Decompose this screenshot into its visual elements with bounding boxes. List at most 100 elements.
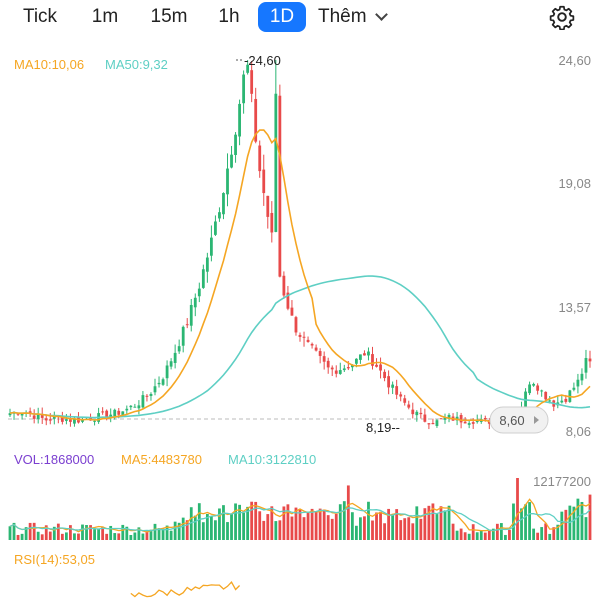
volume-bar — [584, 517, 588, 540]
volume-bar — [326, 515, 330, 540]
candle-body — [52, 415, 56, 419]
tab-1h[interactable]: 1h — [218, 6, 240, 27]
volume-bar — [330, 518, 334, 540]
volume-bar — [359, 517, 362, 540]
volume-bar — [109, 525, 113, 540]
volume-bar — [286, 504, 290, 540]
tab-15m[interactable]: 15m — [150, 6, 188, 27]
volume-bar — [73, 533, 76, 540]
candle-body — [310, 343, 314, 346]
tab-1m[interactable]: 1m — [91, 6, 119, 27]
volume-bar — [504, 534, 507, 540]
volume-bar — [350, 512, 354, 540]
candle-body — [463, 421, 467, 424]
volume-bar — [97, 528, 101, 540]
candle-body — [330, 367, 334, 370]
volume-bar — [173, 521, 177, 540]
volume-bar — [294, 507, 298, 540]
volume-bar — [52, 526, 56, 540]
volume-bar — [28, 522, 32, 540]
volume-bar — [270, 506, 274, 540]
candle-body — [193, 297, 197, 308]
volume-bar — [24, 527, 28, 540]
candle-body — [60, 416, 64, 422]
candle-body — [564, 398, 568, 402]
volume-bar — [226, 522, 229, 540]
candle-body — [334, 370, 338, 374]
candle-body — [153, 386, 157, 393]
volume-bar — [439, 506, 443, 540]
tab-1d[interactable]: 1D — [258, 2, 306, 32]
candle-body — [435, 420, 439, 426]
axis-tick-4: 8,06 — [566, 424, 591, 439]
volume-bar — [77, 533, 80, 540]
candle-body — [447, 414, 451, 419]
volume-bar — [342, 501, 346, 540]
volume-bar — [129, 535, 133, 540]
candle-body — [20, 413, 24, 416]
volume-bar — [371, 520, 374, 540]
candle-body — [399, 394, 403, 397]
volume-bar — [435, 514, 439, 540]
candle-body — [222, 193, 225, 215]
candle-body — [540, 390, 544, 392]
volume-bar — [177, 522, 181, 540]
volume-ma10-line — [9, 507, 591, 532]
volume-bar — [548, 533, 552, 540]
tab-tick[interactable]: Tick — [22, 6, 58, 27]
candle-body — [105, 410, 109, 418]
volume-bar — [588, 494, 592, 540]
volume-bar — [346, 485, 350, 540]
volume-bar — [254, 501, 258, 540]
candle-body — [16, 413, 20, 415]
candle-body — [69, 419, 72, 422]
volume-bar — [169, 530, 173, 540]
volume-bar — [40, 534, 44, 540]
axis-tick-1: 24,60 — [558, 53, 591, 68]
volume-bar — [246, 506, 250, 540]
volume-bar — [499, 523, 503, 540]
volume-bar — [185, 520, 189, 540]
candle-body — [214, 221, 217, 235]
candle-body — [286, 292, 290, 309]
volume-bar — [479, 530, 483, 540]
price-chart[interactable]: 24,60 19,08 13,57 8,06 -24,60 8,19-- 8,6… — [0, 40, 600, 600]
ma50-legend: MA50:9,32 — [105, 57, 168, 72]
volume-bar — [576, 498, 580, 540]
volume-bar — [391, 514, 395, 540]
volume-bar — [318, 508, 322, 540]
candle-body — [226, 168, 229, 195]
axis-tick-3: 13,57 — [558, 300, 591, 315]
candle-body — [403, 398, 407, 403]
volume-bar — [250, 501, 254, 540]
volume-bar — [363, 516, 366, 540]
volume-bar — [431, 503, 435, 540]
candle-body — [419, 412, 423, 415]
candle-body — [93, 420, 96, 422]
candle-body — [290, 307, 294, 316]
candle-body — [40, 414, 44, 418]
volume-bar — [201, 522, 205, 540]
volume-bar — [467, 533, 471, 540]
candle-body — [177, 346, 181, 352]
volume-bar — [447, 505, 451, 540]
volume-bar — [258, 511, 262, 540]
tab-more[interactable]: Thêm — [318, 2, 408, 32]
volume-bar — [306, 511, 310, 540]
candle-body — [161, 379, 165, 385]
candle-body — [125, 408, 129, 411]
candle-body — [371, 354, 374, 366]
volume-bar — [278, 520, 282, 540]
volume-bar — [44, 525, 48, 540]
volume-bar — [36, 531, 40, 540]
volume-bar — [205, 513, 209, 540]
candle-body — [350, 365, 354, 368]
volume-bar — [423, 508, 427, 540]
volume-bar — [455, 530, 459, 540]
candle-body — [266, 195, 270, 217]
candle-body — [322, 356, 326, 362]
high-label: -24,60 — [244, 53, 281, 68]
current-price-badge[interactable] — [489, 406, 549, 434]
volume-bar — [516, 478, 519, 540]
gear-icon[interactable] — [549, 4, 575, 30]
